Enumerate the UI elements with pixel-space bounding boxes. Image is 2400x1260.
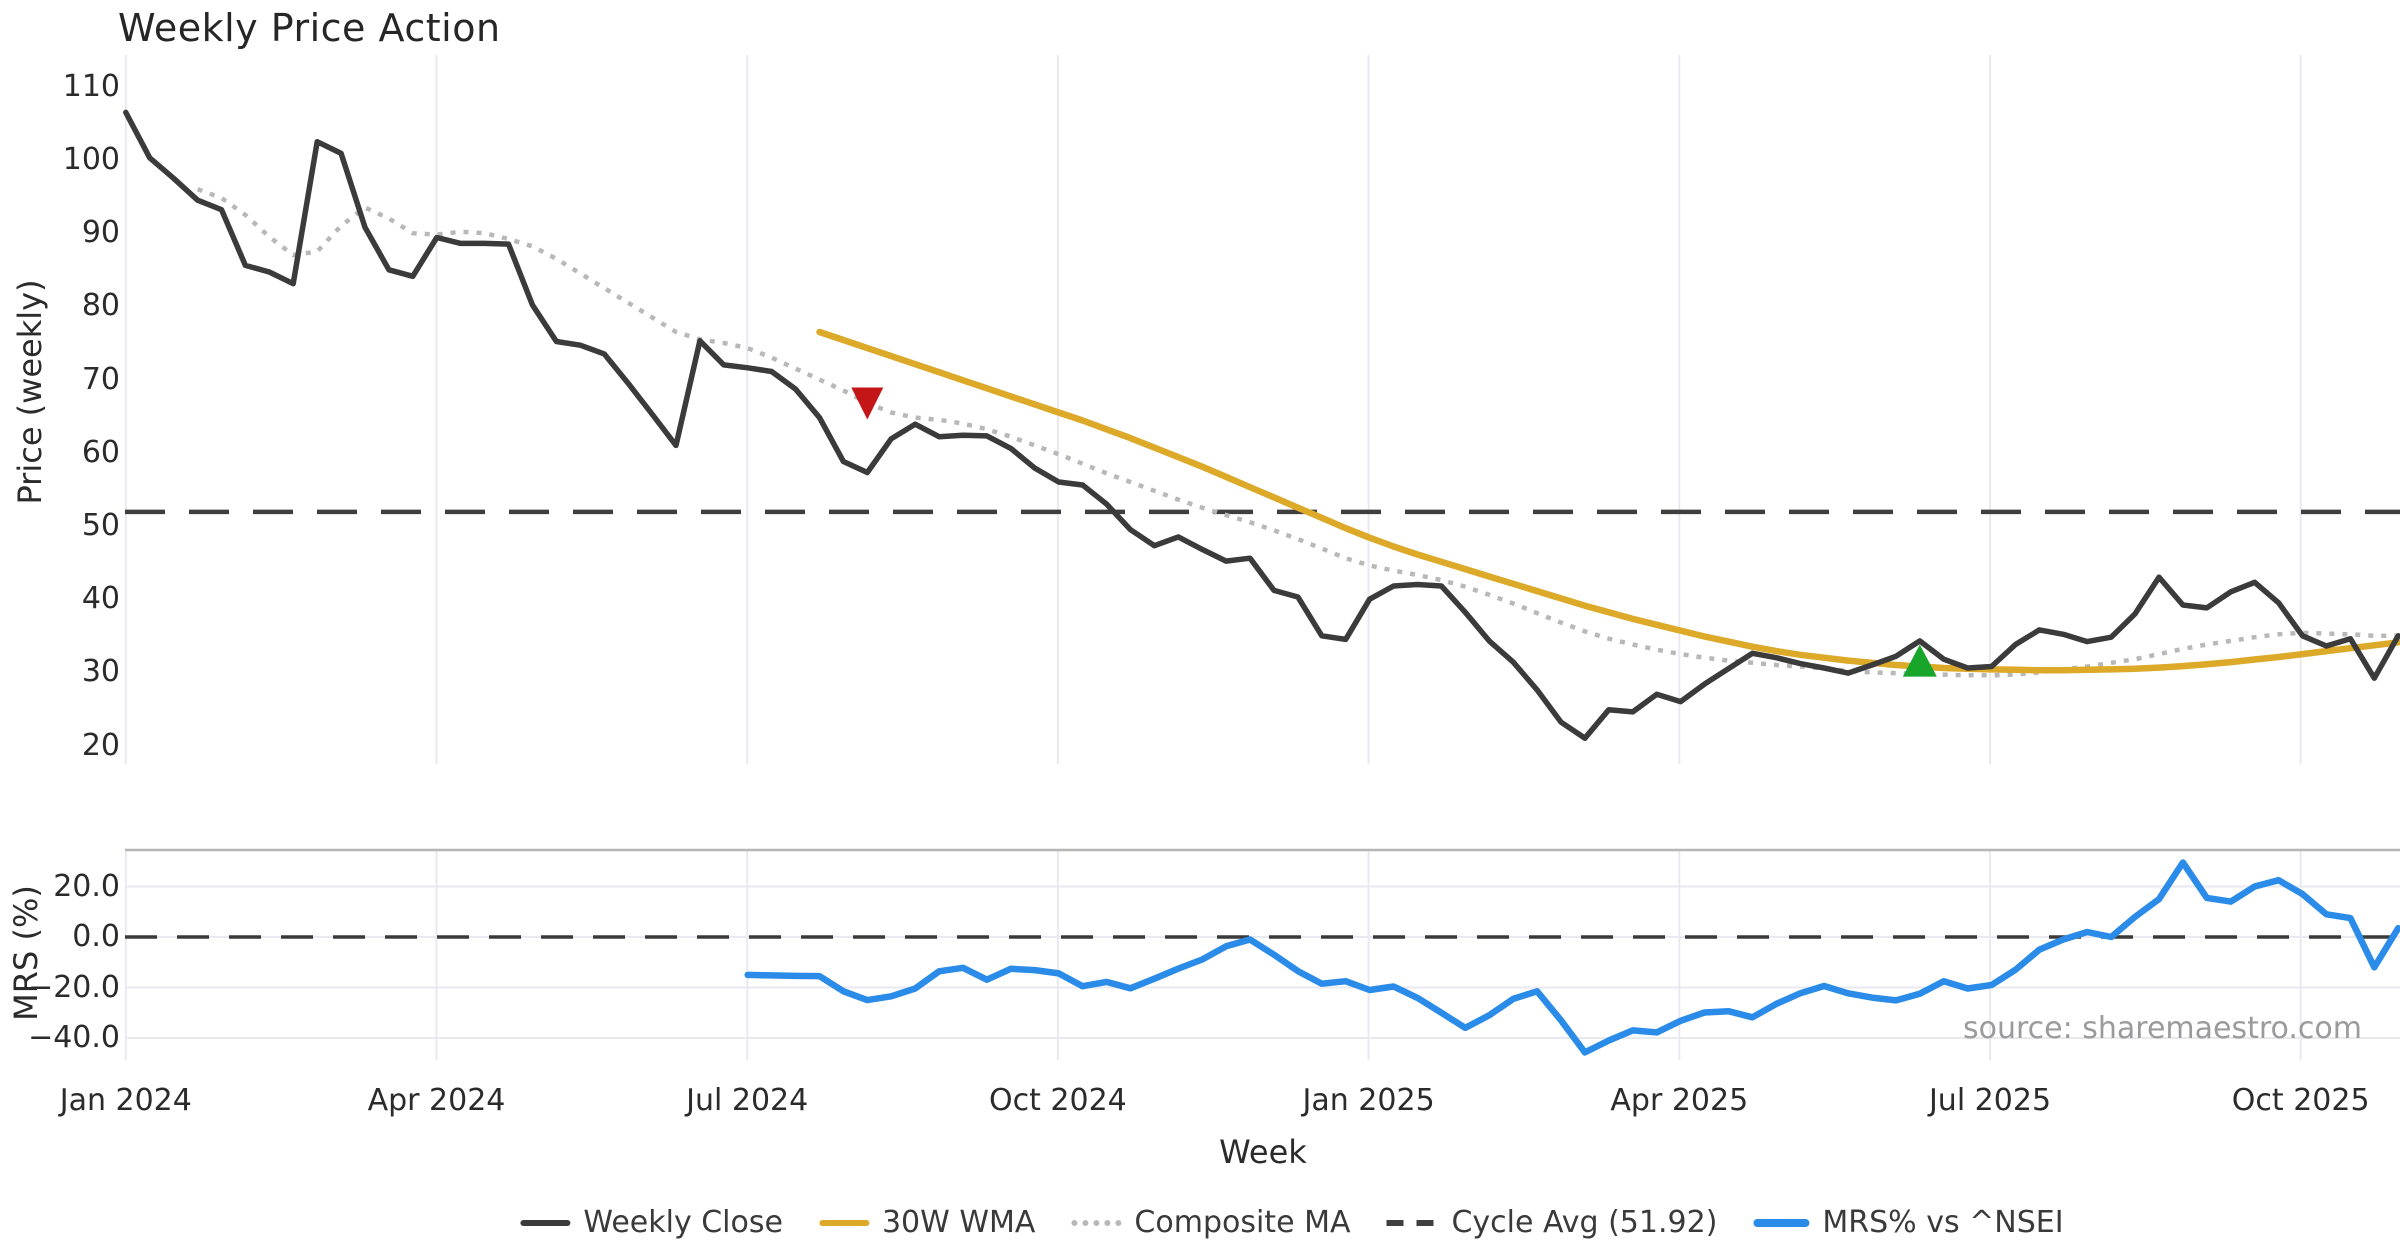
- legend-label: Cycle Avg (51.92): [1451, 1205, 1718, 1240]
- price-tick-label: 30: [81, 654, 120, 690]
- legend-item: 30W WMA: [818, 1205, 1036, 1240]
- mrs-tick-label: −20.0: [28, 969, 120, 1005]
- x-tick-label: Oct 2025: [2231, 1083, 2370, 1118]
- x-tick-label: Jan 2024: [59, 1083, 192, 1118]
- legend-item: MRS% vs ^NSEI: [1753, 1205, 2064, 1240]
- x-tick-label: Apr 2024: [367, 1083, 506, 1118]
- price-tick-label: 60: [81, 434, 120, 470]
- x-tick-label: Apr 2025: [1610, 1083, 1749, 1118]
- legend-swatch-solid-icon: [818, 1220, 869, 1226]
- weekly-close-line: [123, 109, 2400, 741]
- mrs-tick-label: 0.0: [72, 919, 120, 954]
- legend-label: 30W WMA: [881, 1205, 1036, 1240]
- wma-30w-line: [816, 328, 2400, 674]
- chart-title: Weekly Price Action: [118, 6, 501, 50]
- legend-swatch-dashed-icon: [1386, 1220, 1439, 1226]
- mrs-tick-label: 20.0: [53, 868, 120, 904]
- composite-ma-line: [196, 187, 2399, 678]
- legend-swatch-solid-icon: [520, 1220, 571, 1226]
- x-axis-title: Week: [1219, 1133, 1307, 1171]
- price-tick-label: 90: [81, 215, 120, 251]
- price-axis-title: Price (weekly): [11, 279, 49, 505]
- price-tick-label: 110: [62, 68, 120, 104]
- legend-swatch-dotted-icon: [1071, 1220, 1122, 1226]
- legend-label: MRS% vs ^NSEI: [1822, 1205, 2064, 1240]
- price-tick-label: 50: [81, 507, 120, 543]
- legend-label: Weekly Close: [583, 1205, 783, 1240]
- source-watermark: source: sharemaestro.com: [1963, 1011, 2362, 1046]
- buy-marker-icon: [1902, 644, 1937, 677]
- x-tick-label: Jul 2025: [1928, 1083, 2052, 1118]
- x-tick-label: Oct 2024: [989, 1083, 1127, 1118]
- legend-swatch-thick-icon: [1753, 1219, 1810, 1227]
- x-tick-label: Jan 2025: [1302, 1083, 1435, 1118]
- legend-label: Composite MA: [1134, 1205, 1351, 1240]
- price-tick-label: 40: [81, 581, 120, 617]
- legend-item: Composite MA: [1071, 1208, 1350, 1238]
- mrs-line: [744, 859, 2400, 1056]
- price-tick-label: 100: [62, 141, 120, 177]
- legend: Weekly Close 30W WMA Composite MA Cycle Avg…: [520, 1205, 2064, 1240]
- price-tick-label: 20: [81, 727, 120, 763]
- mrs-axis-title: MRS (%): [7, 885, 45, 1021]
- sell-marker-icon: [851, 387, 884, 420]
- price-tick-label: 80: [81, 288, 120, 324]
- legend-item: Weekly Close: [520, 1208, 783, 1238]
- price-tick-label: 70: [81, 361, 120, 397]
- mrs-tick-label: −40.0: [28, 1020, 120, 1055]
- legend-item: Cycle Avg (51.92): [1386, 1208, 1717, 1238]
- x-tick-label: Jul 2024: [686, 1083, 809, 1118]
